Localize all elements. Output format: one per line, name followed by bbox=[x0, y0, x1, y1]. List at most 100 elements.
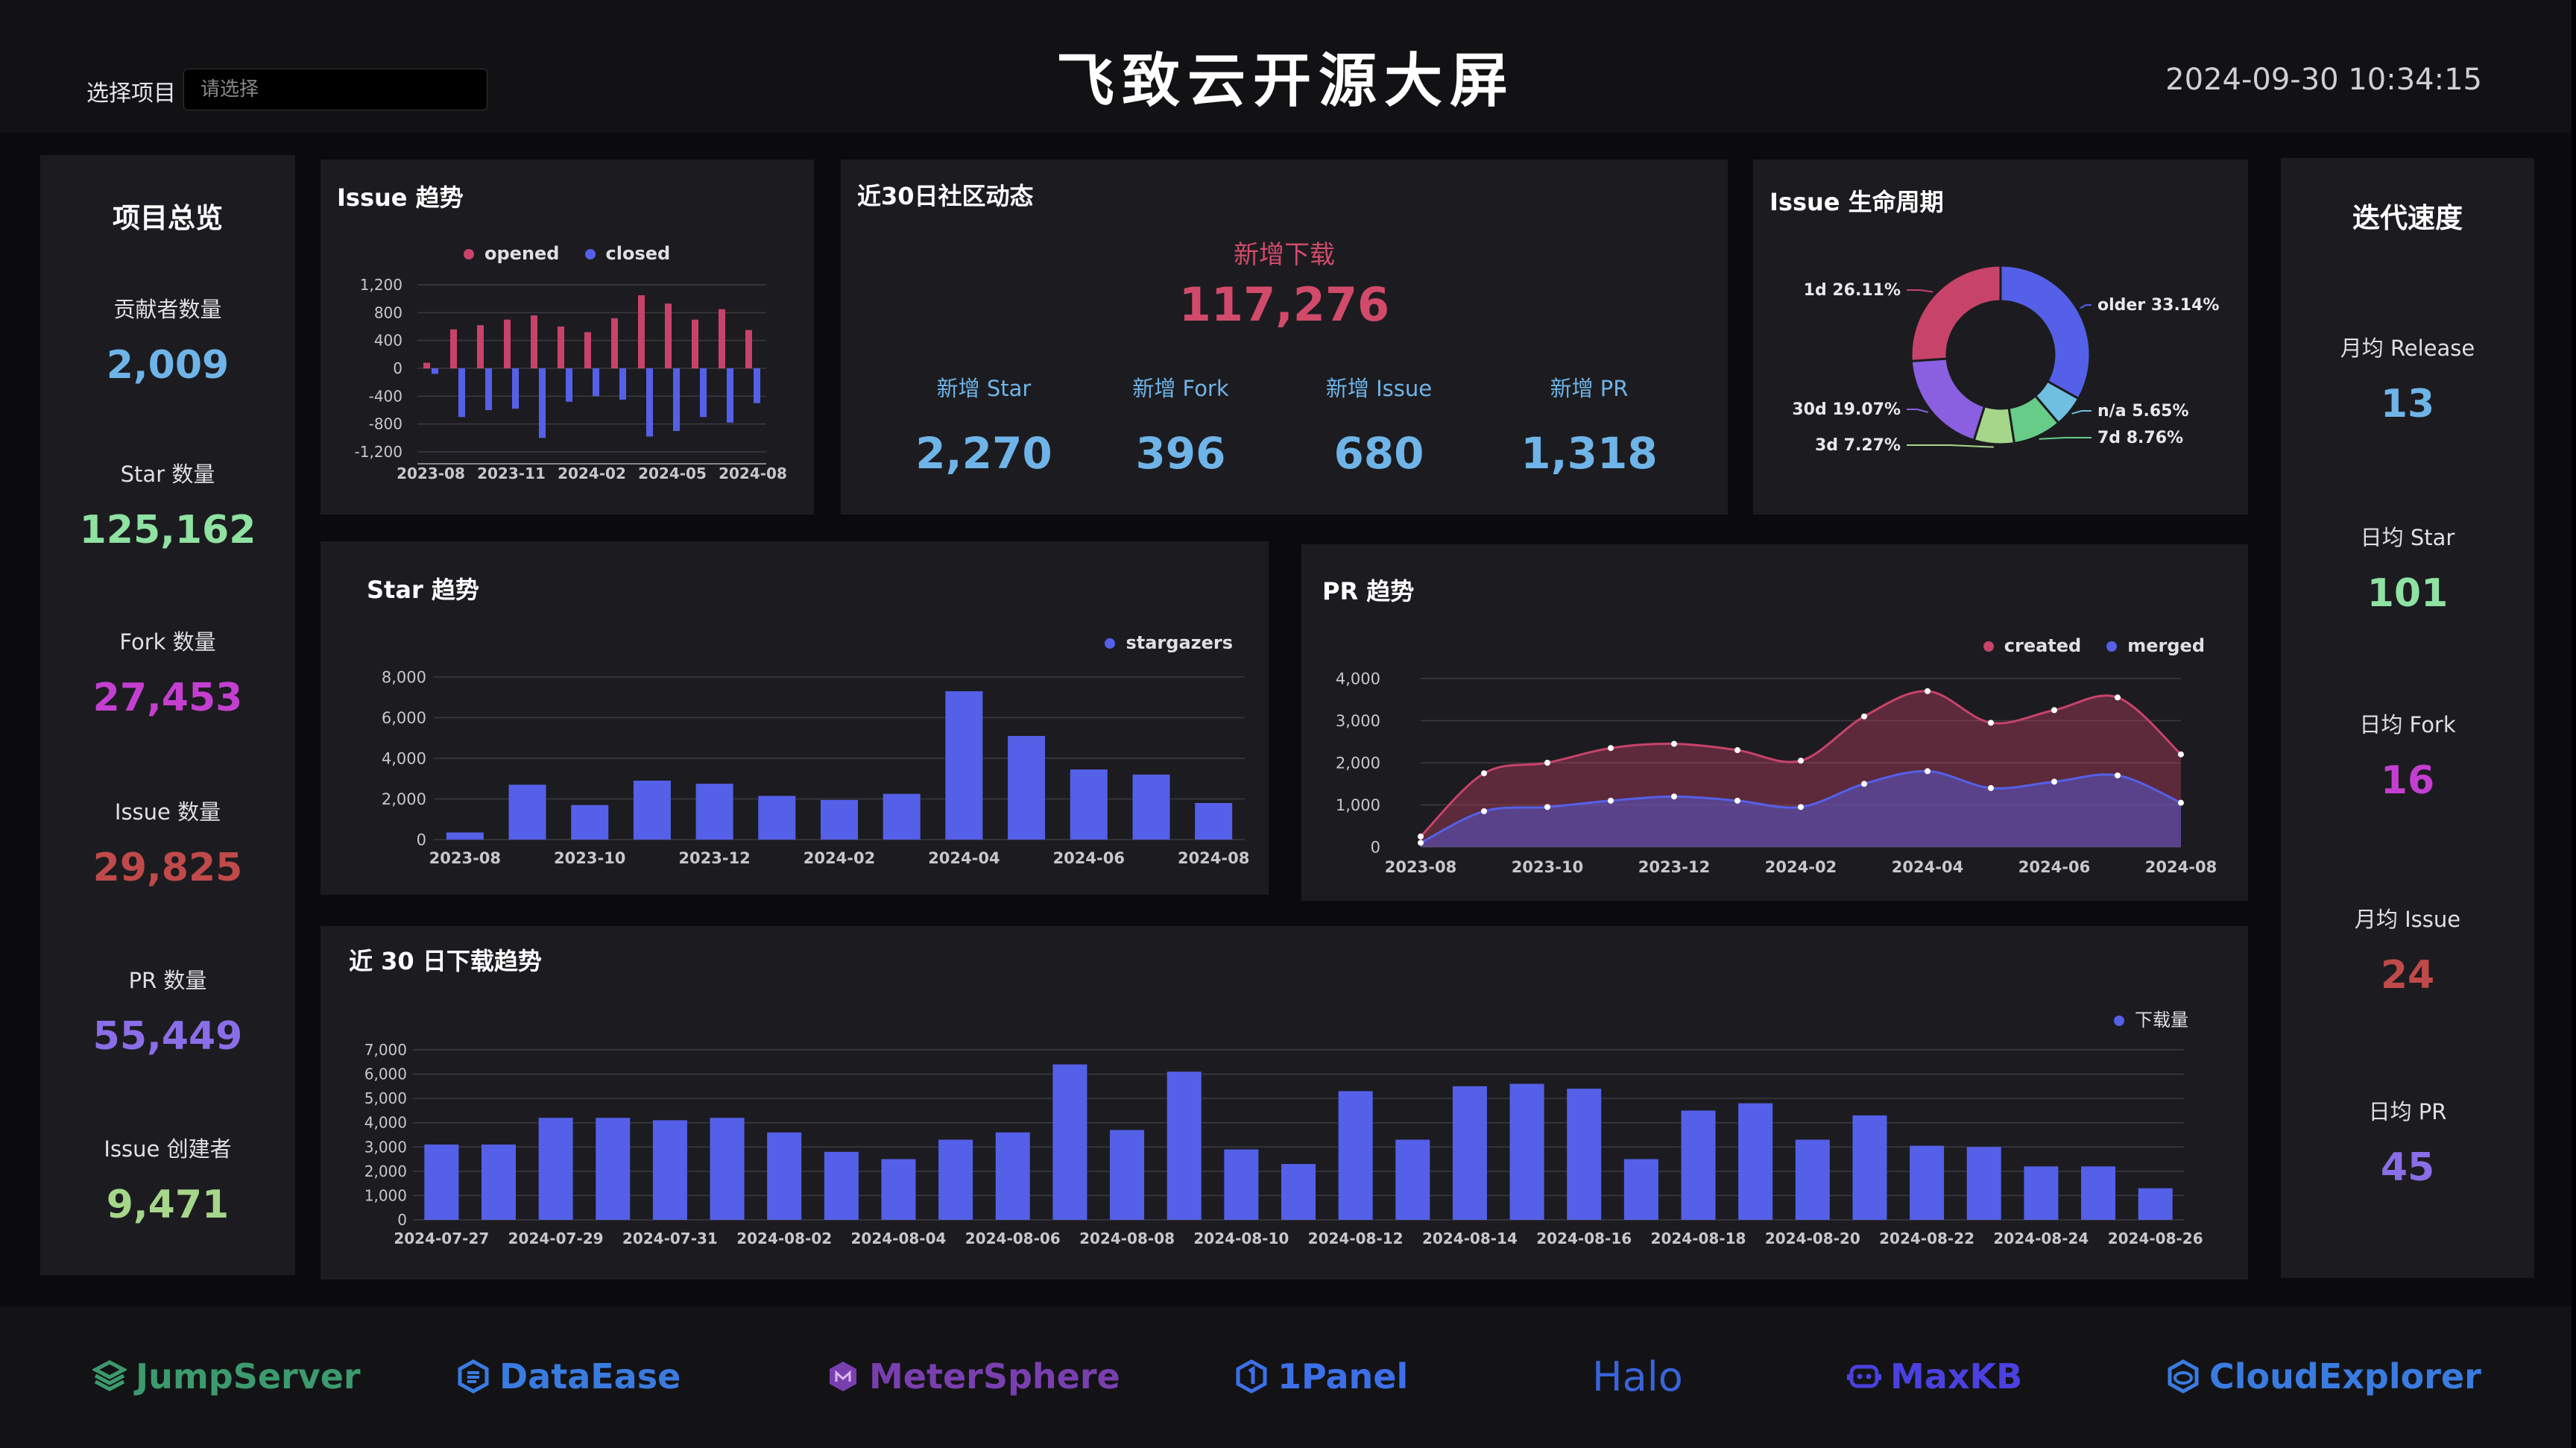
point-merged bbox=[1608, 797, 1614, 804]
legend-item-downloads[interactable]: 下载量 bbox=[2114, 1005, 2188, 1031]
velocity-metric-star: 日均 Star 101 bbox=[2281, 520, 2534, 616]
y-tick-label: 800 bbox=[374, 303, 402, 321]
donut-slice-label: 1d 26.11% bbox=[1804, 281, 1901, 300]
y-tick-label: 3,000 bbox=[1336, 712, 1380, 730]
y-tick-label: -1,200 bbox=[355, 443, 402, 461]
velocity-metric-pr: 日均 PR 45 bbox=[2281, 1095, 2534, 1190]
bar-closed bbox=[432, 368, 438, 374]
x-tick-label: 2024-08 bbox=[1178, 849, 1249, 867]
metersphere-icon bbox=[830, 1362, 856, 1391]
overview-metric-prs: PR 数量 55,449 bbox=[40, 963, 295, 1059]
legend-label: opened bbox=[484, 243, 560, 264]
y-tick-label: -400 bbox=[369, 387, 402, 405]
donut-leader-line bbox=[2071, 410, 2092, 415]
bar-stargazers bbox=[571, 805, 609, 840]
y-tick-label: 8,000 bbox=[382, 668, 426, 686]
x-tick-label: 2024-08-10 bbox=[1193, 1230, 1289, 1247]
current-datetime: 2024-09-30 10:34:15 bbox=[2165, 63, 2482, 97]
legend-dot bbox=[2114, 1016, 2124, 1026]
bar-closed bbox=[727, 368, 733, 423]
bar-opened bbox=[531, 315, 537, 368]
point-merged bbox=[1861, 781, 1867, 787]
x-tick-label: 2024-08-04 bbox=[851, 1230, 947, 1247]
logo-jumpserver[interactable]: JumpServer bbox=[92, 1347, 361, 1406]
bar-downloads bbox=[1167, 1071, 1202, 1220]
logo-maxkb[interactable]: MaxKB bbox=[1847, 1347, 2022, 1406]
bar-stargazers bbox=[1132, 774, 1170, 840]
bar-downloads bbox=[1738, 1103, 1773, 1220]
project-select-input[interactable]: 请选择 bbox=[183, 69, 487, 110]
legend-item-closed[interactable]: closed bbox=[584, 243, 670, 264]
velocity-title: 迭代速度 bbox=[2352, 202, 2463, 234]
community-item-label: 新增 Star bbox=[936, 376, 1032, 401]
pr-trend-panel: PR 趋势 created merged 4,000 3,000 2,000 1,00… bbox=[1301, 544, 2248, 901]
point-merged bbox=[1988, 784, 1994, 791]
overview-title: 项目总览 bbox=[113, 202, 223, 234]
metric-label: 月均 Issue bbox=[2354, 907, 2461, 932]
new-downloads-value: 117,276 bbox=[1178, 277, 1390, 332]
issue-trend-title: Issue 趋势 bbox=[337, 183, 464, 212]
legend-item-stargazers[interactable]: stargazers bbox=[1105, 632, 1233, 653]
point-created bbox=[2178, 751, 2184, 758]
donut-slice-label: n/a 5.65% bbox=[2097, 402, 2189, 421]
legend-item-created[interactable]: created bbox=[1983, 635, 2081, 656]
community-item-label: 新增 PR bbox=[1550, 376, 1629, 401]
x-tick-label: 2023-10 bbox=[554, 849, 625, 867]
point-created bbox=[1988, 720, 1994, 726]
bar-closed bbox=[593, 368, 599, 397]
bar-downloads bbox=[424, 1145, 459, 1220]
issue-trend-chart: 1,200 800 400 0 -400 -800 -1,200 2023-08 2023-11… bbox=[355, 276, 787, 482]
legend-label: 下载量 bbox=[2135, 1010, 2188, 1030]
legend-dot bbox=[1105, 638, 1116, 649]
bar-downloads bbox=[1452, 1086, 1487, 1220]
bar-closed bbox=[485, 368, 492, 410]
x-tick-label: 2024-08-24 bbox=[1993, 1230, 2089, 1247]
y-tick-label: 6,000 bbox=[382, 709, 426, 727]
legend-item-merged[interactable]: merged bbox=[2106, 635, 2205, 656]
logo-metersphere[interactable]: MeterSphere bbox=[826, 1347, 1120, 1406]
community-item-pr: 新增 PR 1,318 bbox=[1492, 371, 1686, 479]
overview-metric-issue-creators: Issue 创建者 9,471 bbox=[40, 1132, 295, 1227]
y-tick-label: 4,000 bbox=[364, 1114, 407, 1132]
overview-metric-forks: Fork 数量 27,453 bbox=[40, 625, 295, 720]
bar-closed bbox=[673, 368, 680, 431]
point-created bbox=[1418, 833, 1424, 840]
bar-downloads bbox=[652, 1120, 687, 1220]
logo-halo[interactable]: Halo bbox=[1592, 1347, 1683, 1406]
overview-metric-contributors: 贡献者数量 2,009 bbox=[40, 292, 295, 388]
donut-leader-line bbox=[2080, 304, 2092, 309]
bar-closed bbox=[539, 368, 546, 438]
y-tick-label: 0 bbox=[417, 831, 426, 849]
bar-closed bbox=[566, 368, 572, 402]
bar-downloads bbox=[1338, 1091, 1373, 1220]
logo-text: Halo bbox=[1592, 1353, 1683, 1400]
logo-dataease[interactable]: DataEase bbox=[456, 1347, 681, 1406]
velocity-metric-release: 月均 Release 13 bbox=[2281, 331, 2534, 426]
y-tick-label: 2,000 bbox=[1336, 754, 1380, 772]
bar-closed bbox=[700, 368, 707, 418]
overview-panel: 项目总览 贡献者数量 2,009 Star 数量 125,162 Fork 数量… bbox=[40, 155, 295, 1275]
bar-opened bbox=[692, 319, 698, 368]
issue-trend-legend: opened closed bbox=[464, 243, 670, 264]
bar-downloads bbox=[1567, 1089, 1602, 1220]
x-tick-label: 2024-08-18 bbox=[1651, 1230, 1746, 1247]
x-tick-label: 2024-08-06 bbox=[965, 1230, 1061, 1247]
bar-downloads bbox=[710, 1118, 745, 1220]
velocity-metric-fork: 日均 Fork 16 bbox=[2281, 708, 2534, 803]
legend-dot bbox=[464, 249, 474, 259]
logo-cloudexplorer[interactable]: CloudExplorer bbox=[2166, 1347, 2481, 1406]
y-tick-label: 3,000 bbox=[364, 1138, 407, 1156]
bar-stargazers bbox=[883, 793, 921, 840]
donut-slice-label: 30d 19.07% bbox=[1792, 400, 1901, 419]
metric-value: 27,453 bbox=[92, 676, 243, 720]
logo-1panel[interactable]: 1Panel bbox=[1234, 1347, 1408, 1406]
project-select-label: 选择项目 bbox=[86, 81, 176, 107]
community-item-fork: 新增 Fork 396 bbox=[1084, 371, 1278, 479]
community-item-value: 2,270 bbox=[915, 428, 1052, 479]
legend-item-opened[interactable]: opened bbox=[464, 243, 560, 264]
community-item-value: 1,318 bbox=[1521, 428, 1658, 479]
community-item-value: 680 bbox=[1333, 428, 1424, 479]
donut-leader-line bbox=[2039, 437, 2092, 440]
x-tick-label: 2024-04 bbox=[928, 849, 1000, 867]
y-tick-label: 1,000 bbox=[364, 1186, 407, 1204]
